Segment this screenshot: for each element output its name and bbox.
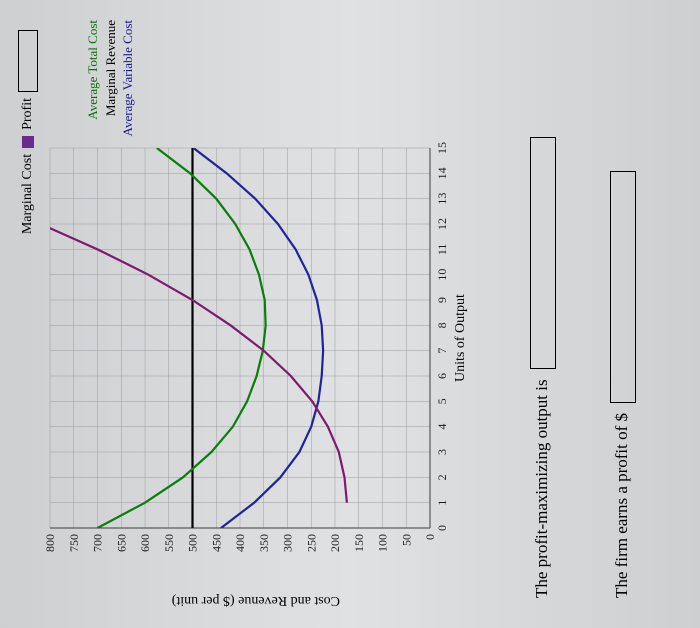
- svg-text:150: 150: [352, 534, 366, 552]
- label-atc: Average Total Cost: [85, 20, 101, 120]
- svg-text:6: 6: [435, 373, 449, 379]
- svg-text:0: 0: [423, 534, 437, 540]
- y-ticks: 0 50 100 150 200 250 300 350 400 450 500 550 600 650 7…: [43, 534, 437, 552]
- q1-answer-input[interactable]: [530, 137, 556, 369]
- label-mr: Marginal Revenue: [103, 20, 119, 116]
- svg-text:13: 13: [435, 193, 449, 205]
- svg-text:800: 800: [43, 534, 57, 552]
- svg-text:450: 450: [209, 534, 223, 552]
- svg-text:50: 50: [399, 534, 413, 546]
- x-axis-title: Units of Output: [453, 294, 468, 382]
- svg-text:5: 5: [435, 398, 449, 404]
- svg-text:250: 250: [304, 534, 318, 552]
- svg-text:12: 12: [435, 218, 449, 230]
- curve-atc: [98, 148, 266, 528]
- svg-text:14: 14: [435, 167, 449, 179]
- gridlines: [50, 148, 430, 528]
- svg-text:2: 2: [435, 474, 449, 480]
- svg-text:300: 300: [281, 534, 295, 552]
- svg-text:10: 10: [435, 269, 449, 281]
- legend-profit-label: Profit: [20, 98, 36, 130]
- curve-avc: [193, 148, 323, 528]
- y-axis-title: Cost and Revenue ($ per unit): [172, 592, 340, 608]
- question-2: The firm earns a profit of $: [610, 171, 636, 598]
- label-avc: Average Variable Cost: [120, 20, 136, 136]
- x-ticks: 0123456789101112131415: [435, 142, 449, 531]
- profit-swatch-icon: [22, 136, 34, 148]
- svg-text:0: 0: [435, 525, 449, 531]
- svg-text:750: 750: [67, 534, 81, 552]
- svg-text:3: 3: [435, 449, 449, 455]
- svg-text:500: 500: [186, 534, 200, 552]
- svg-text:4: 4: [435, 424, 449, 430]
- viewport: Marginal Cost Profit Average Total Cost …: [0, 0, 700, 628]
- question-1: The profit-maximizing output is: [530, 137, 556, 598]
- legend-mc-label: Marginal Cost: [20, 154, 36, 234]
- svg-text:700: 700: [91, 534, 105, 552]
- svg-text:350: 350: [257, 534, 271, 552]
- rotated-content: Marginal Cost Profit Average Total Cost …: [0, 0, 700, 628]
- chart-plot: 0501001502002503003504004505005506006507…: [40, 128, 470, 568]
- legend-profit-box: [18, 30, 38, 92]
- svg-text:100: 100: [376, 534, 390, 552]
- svg-text:200: 200: [328, 534, 342, 552]
- svg-text:7: 7: [435, 348, 449, 354]
- svg-text:400: 400: [233, 534, 247, 552]
- svg-text:9: 9: [435, 297, 449, 303]
- svg-text:650: 650: [114, 534, 128, 552]
- q1-text: The profit-maximizing output is: [532, 379, 551, 598]
- svg-text:1: 1: [435, 500, 449, 506]
- svg-text:600: 600: [138, 534, 152, 552]
- svg-text:15: 15: [435, 142, 449, 154]
- svg-text:8: 8: [435, 322, 449, 328]
- legend: Marginal Cost Profit: [18, 30, 38, 234]
- svg-text:11: 11: [435, 244, 449, 256]
- svg-text:550: 550: [162, 534, 176, 552]
- q2-text: The firm earns a profit of $: [612, 413, 631, 598]
- q2-answer-input[interactable]: [610, 171, 636, 403]
